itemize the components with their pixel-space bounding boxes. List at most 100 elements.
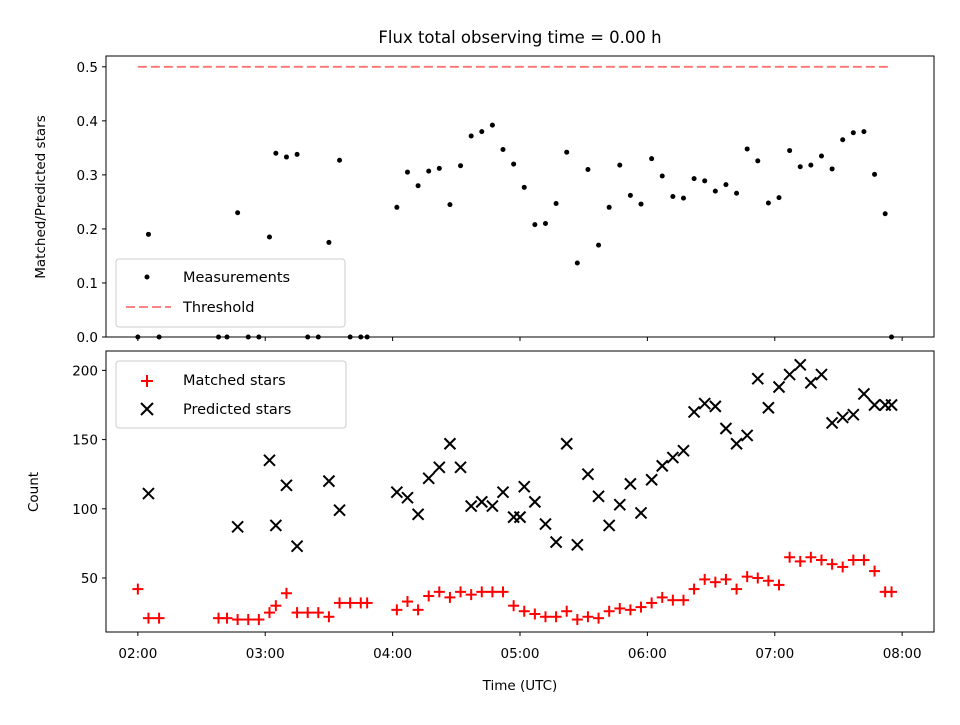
top-ytick-label: 0.3 xyxy=(77,168,98,184)
predicted-star-point xyxy=(804,376,818,390)
matched-star-point xyxy=(858,554,870,566)
measurement-point xyxy=(404,169,410,175)
matched-star-point xyxy=(582,611,594,623)
matched-star-point xyxy=(302,607,314,619)
measurement-point xyxy=(840,137,846,143)
predicted-star-point xyxy=(613,498,626,511)
matched-star-point xyxy=(805,551,817,563)
measurement-point xyxy=(627,192,633,198)
predicted-star-point xyxy=(390,485,404,499)
matched-star-point xyxy=(444,591,456,603)
matched-star-point xyxy=(688,583,700,595)
bottom-xtick-label: 06:00 xyxy=(628,646,667,662)
matched-star-point xyxy=(571,614,583,626)
predicted-star-point xyxy=(475,495,488,509)
matched-star-point xyxy=(263,607,275,619)
predicted-star-point xyxy=(730,437,743,450)
predicted-star-point xyxy=(815,368,828,381)
measurement-point xyxy=(818,153,824,159)
measurement-point xyxy=(542,221,548,227)
matched-star-point xyxy=(361,597,373,609)
predicted-star-point xyxy=(709,400,722,413)
matched-star-point xyxy=(391,604,403,616)
measurement-point xyxy=(850,130,856,136)
measurement-point xyxy=(294,151,300,157)
measurement-point xyxy=(585,166,591,172)
matched-star-point xyxy=(291,607,303,619)
matched-star-point xyxy=(476,586,488,598)
measurement-point xyxy=(670,194,676,199)
legend-predicted-marker xyxy=(140,402,154,416)
top-ylabel: Matched/Predicted stars xyxy=(33,115,49,278)
matched-star-point xyxy=(455,586,467,598)
matched-star-point xyxy=(837,561,849,573)
legend-matched-marker xyxy=(141,375,153,387)
legend-measurements-label: Measurements xyxy=(183,270,290,286)
measurement-point xyxy=(723,182,729,188)
bottom-xtick-label: 07:00 xyxy=(755,646,794,662)
measurement-point xyxy=(458,163,464,169)
top-ytick-label: 0.2 xyxy=(77,222,98,238)
measurement-point xyxy=(574,260,580,266)
predicted-star-point xyxy=(433,461,446,474)
bottom-xtick-label: 08:00 xyxy=(883,646,922,662)
predicted-star-point xyxy=(518,480,531,493)
bottom-xtick-label: 03:00 xyxy=(246,646,285,662)
measurement-point xyxy=(553,201,559,207)
measurement-point xyxy=(659,173,665,179)
measurement-point xyxy=(691,176,697,182)
matched-star-point xyxy=(312,607,324,619)
bottom-ytick-label: 200 xyxy=(72,363,98,379)
matched-star-point xyxy=(741,571,753,583)
predicted-star-point xyxy=(422,472,435,485)
measurement-point xyxy=(744,146,750,152)
measurement-point xyxy=(468,133,474,139)
predicted-star-point xyxy=(751,372,764,385)
measurement-point xyxy=(479,129,485,135)
matched-star-point xyxy=(253,614,265,626)
measurement-point xyxy=(797,164,803,170)
matched-star-point xyxy=(153,612,165,624)
predicted-star-point xyxy=(269,519,283,532)
bottom-ytick-label: 150 xyxy=(72,433,98,449)
matched-star-point xyxy=(614,602,626,614)
bottom-xtick-label: 05:00 xyxy=(501,646,540,662)
measurement-point xyxy=(235,210,241,216)
bottom-xtick-label: 02:00 xyxy=(118,646,157,662)
predicted-star-point xyxy=(602,519,616,532)
matched-star-point xyxy=(709,576,721,588)
measurement-point xyxy=(489,122,495,128)
predicted-star-point xyxy=(666,451,680,464)
predicted-star-point xyxy=(231,520,244,534)
predicted-star-point xyxy=(624,477,637,491)
predicted-star-point xyxy=(772,380,786,394)
measurement-point xyxy=(680,195,686,201)
bottom-legend: Matched stars Predicted stars xyxy=(115,360,347,429)
measurement-point xyxy=(638,201,644,207)
top-points xyxy=(135,122,895,340)
matched-star-point xyxy=(508,600,520,612)
predicted-star-point xyxy=(486,499,499,513)
matched-star-point xyxy=(603,605,615,617)
matched-star-point xyxy=(699,573,711,585)
predicted-star-point xyxy=(687,405,701,419)
matched-star-point xyxy=(794,555,806,567)
measurement-point xyxy=(649,156,655,162)
top-axes-frame xyxy=(105,55,935,338)
matched-star-point xyxy=(412,604,424,616)
measurement-point xyxy=(426,168,432,174)
matched-star-point xyxy=(762,575,774,587)
top-legend-box xyxy=(115,258,346,328)
predicted-star-point xyxy=(333,503,346,517)
measurement-point xyxy=(511,161,517,167)
measurement-point xyxy=(326,239,332,245)
measurement-point xyxy=(273,150,279,156)
predicted-star-point xyxy=(571,538,584,552)
measurement-point xyxy=(532,222,538,228)
predicted-star-point xyxy=(443,437,457,450)
predicted-star-point xyxy=(836,411,849,424)
measurement-point xyxy=(283,154,289,160)
predicted-star-point xyxy=(740,429,754,442)
measurement-point xyxy=(872,171,878,177)
legend-predicted-label: Predicted stars xyxy=(183,402,291,418)
